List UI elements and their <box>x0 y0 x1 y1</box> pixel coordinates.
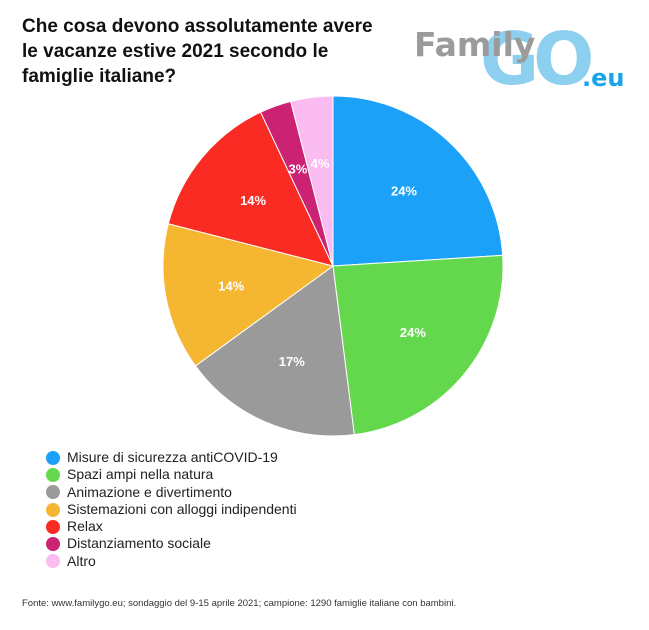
legend-label-2: Spazi ampi nella natura <box>67 466 214 483</box>
chart-legend: Misure di sicurezza antiCOVID-19 Spazi am… <box>46 449 297 570</box>
chart-title: Che cosa devono assolutamente avere le v… <box>22 14 382 89</box>
pie-slices <box>162 95 504 437</box>
legend-item-7: Altro <box>46 553 297 570</box>
legend-label-4: Sistemazioni con alloggi indipendenti <box>67 500 297 517</box>
legend-item-5: Relax <box>46 518 297 535</box>
legend-swatch-6 <box>46 537 60 552</box>
legend-item-2: Spazi ampi nella natura <box>46 466 297 483</box>
logo-go-text: GO <box>480 17 591 101</box>
chart-title-line-2: le vacanze estive 2021 secondo le <box>22 41 329 62</box>
legend-label-5: Relax <box>67 518 103 535</box>
pie-data-labels: 24% 24% 17% 14% 14% 3% 4% <box>218 156 426 369</box>
pie-data-label-4: 14% <box>218 278 244 293</box>
source-note: Fonte: www.familygo.eu; sondaggio del 9-… <box>22 598 457 609</box>
chart-title-line-3: famiglie italiane? <box>22 66 177 87</box>
legend-item-6: Distanziamento sociale <box>46 535 297 552</box>
legend-item-1: Misure di sicurezza antiCOVID-19 <box>46 449 297 466</box>
legend-item-3: Animazione e divertimento <box>46 484 297 501</box>
legend-label-3: Animazione e divertimento <box>67 483 232 500</box>
pie-data-label-3: 17% <box>279 354 305 369</box>
legend-label-7: Altro <box>67 552 96 569</box>
pie-slice-4 <box>162 223 335 367</box>
pie-data-label-7: 4% <box>311 156 330 171</box>
legend-swatch-2 <box>46 467 60 482</box>
legend-swatch-5 <box>46 519 60 534</box>
legend-swatch-1 <box>46 450 60 465</box>
pie-data-label-2: 24% <box>400 325 426 340</box>
legend-swatch-3 <box>46 485 60 500</box>
logo-family-text: Family <box>414 25 535 64</box>
pie-slice-5 <box>167 111 334 267</box>
legend-swatch-4 <box>46 502 60 517</box>
pie-slice-1 <box>332 95 504 267</box>
pie-slice-2 <box>332 254 504 436</box>
pie-data-label-6: 3% <box>288 161 307 176</box>
legend-label-6: Distanziamento sociale <box>67 535 211 552</box>
logo-domain-text: .eu <box>582 64 624 92</box>
legend-swatch-7 <box>46 554 60 569</box>
pie-data-label-1: 24% <box>391 183 417 198</box>
legend-item-4: Sistemazioni con alloggi indipendenti <box>46 501 297 518</box>
pie-data-label-5: 14% <box>240 193 266 208</box>
legend-label-1: Misure di sicurezza antiCOVID-19 <box>67 449 278 465</box>
pie-slice-7 <box>290 95 334 267</box>
chart-title-line-1: Che cosa devono assolutamente avere <box>22 16 373 37</box>
pie-slice-3 <box>194 265 355 437</box>
